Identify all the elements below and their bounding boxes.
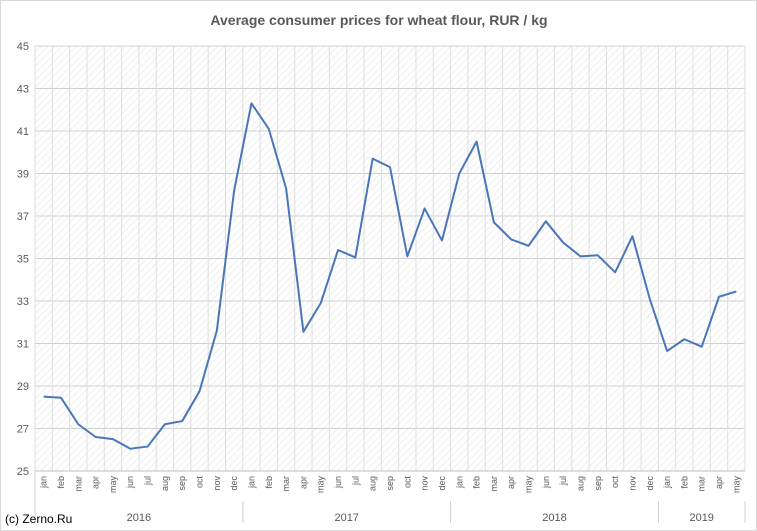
x-tick-label: sep xyxy=(385,476,395,491)
x-tick-label: sep xyxy=(593,476,603,491)
x-tick-label: jan xyxy=(454,476,464,489)
year-label: 2019 xyxy=(689,512,713,524)
x-tick-label: jul xyxy=(350,476,360,486)
x-tick-label: feb xyxy=(472,476,482,489)
x-tick-label: may xyxy=(524,476,534,494)
gridlines xyxy=(34,45,746,472)
x-tick-label: aug xyxy=(160,476,170,491)
x-tick-label: jul xyxy=(558,476,568,486)
y-tick-label: 43 xyxy=(17,84,29,96)
y-tick-label: 45 xyxy=(17,41,29,53)
x-tick-label: may xyxy=(731,476,741,494)
x-tick-label: mar xyxy=(697,476,707,492)
x-tick-label: jan xyxy=(246,476,256,489)
x-tick-label: dec xyxy=(437,476,447,491)
year-label: 2016 xyxy=(127,512,151,524)
x-tick-label: feb xyxy=(56,476,66,489)
x-tick-label: dec xyxy=(229,476,239,491)
y-tick-label: 29 xyxy=(17,381,29,393)
x-tick-label: mar xyxy=(281,476,291,492)
y-tick-label: 31 xyxy=(17,339,29,351)
y-tick-label: 33 xyxy=(17,296,29,308)
x-tick-label: may xyxy=(316,476,326,494)
x-tick-label: apr xyxy=(714,476,724,489)
x-tick-label: dec xyxy=(645,476,655,491)
x-tick-label: jun xyxy=(333,476,343,489)
y-tick-label: 27 xyxy=(17,424,29,436)
y-tick-label: 39 xyxy=(17,169,29,181)
x-tick-label: aug xyxy=(368,476,378,491)
x-tick-label: oct xyxy=(402,476,412,489)
x-tick-label: feb xyxy=(264,476,274,489)
x-tick-label: apr xyxy=(91,476,101,489)
x-tick-label: oct xyxy=(195,476,205,489)
y-tick-label: 37 xyxy=(17,211,29,223)
y-tick-label: 41 xyxy=(17,126,29,138)
year-label: 2018 xyxy=(542,512,566,524)
x-tick-label: may xyxy=(108,476,118,494)
x-tick-label: apr xyxy=(298,476,308,489)
x-tick-label: jul xyxy=(143,476,153,486)
x-tick-label: apr xyxy=(506,476,516,489)
source-credit: (c) Zerno.Ru xyxy=(5,512,72,526)
x-tick-label: nov xyxy=(212,476,222,491)
x-tick-label: jan xyxy=(662,476,672,489)
x-tick-label: feb xyxy=(679,476,689,489)
x-tick-label: nov xyxy=(420,476,430,491)
x-axis: jan feb mar apr may jun jul aug sep oct nov dec jan f… xyxy=(34,470,746,524)
x-tick-label: mar xyxy=(489,476,499,492)
x-tick-label: aug xyxy=(575,476,585,491)
chart-title: Average consumer prices for wheat flour,… xyxy=(210,12,547,28)
y-axis: 25 27 29 31 33 35 37 39 41 43 45 xyxy=(17,41,29,478)
x-tick-label: jun xyxy=(125,476,135,489)
y-tick-label: 25 xyxy=(17,466,29,478)
x-tick-label: jun xyxy=(541,476,551,489)
series-line xyxy=(43,102,737,450)
y-tick-label: 35 xyxy=(17,254,29,266)
x-tick-label: sep xyxy=(177,476,187,491)
x-tick-label: oct xyxy=(610,476,620,489)
x-tick-label: mar xyxy=(73,476,83,492)
year-label: 2017 xyxy=(334,512,358,524)
x-tick-label: nov xyxy=(627,476,637,491)
x-tick-label: jan xyxy=(39,476,49,489)
